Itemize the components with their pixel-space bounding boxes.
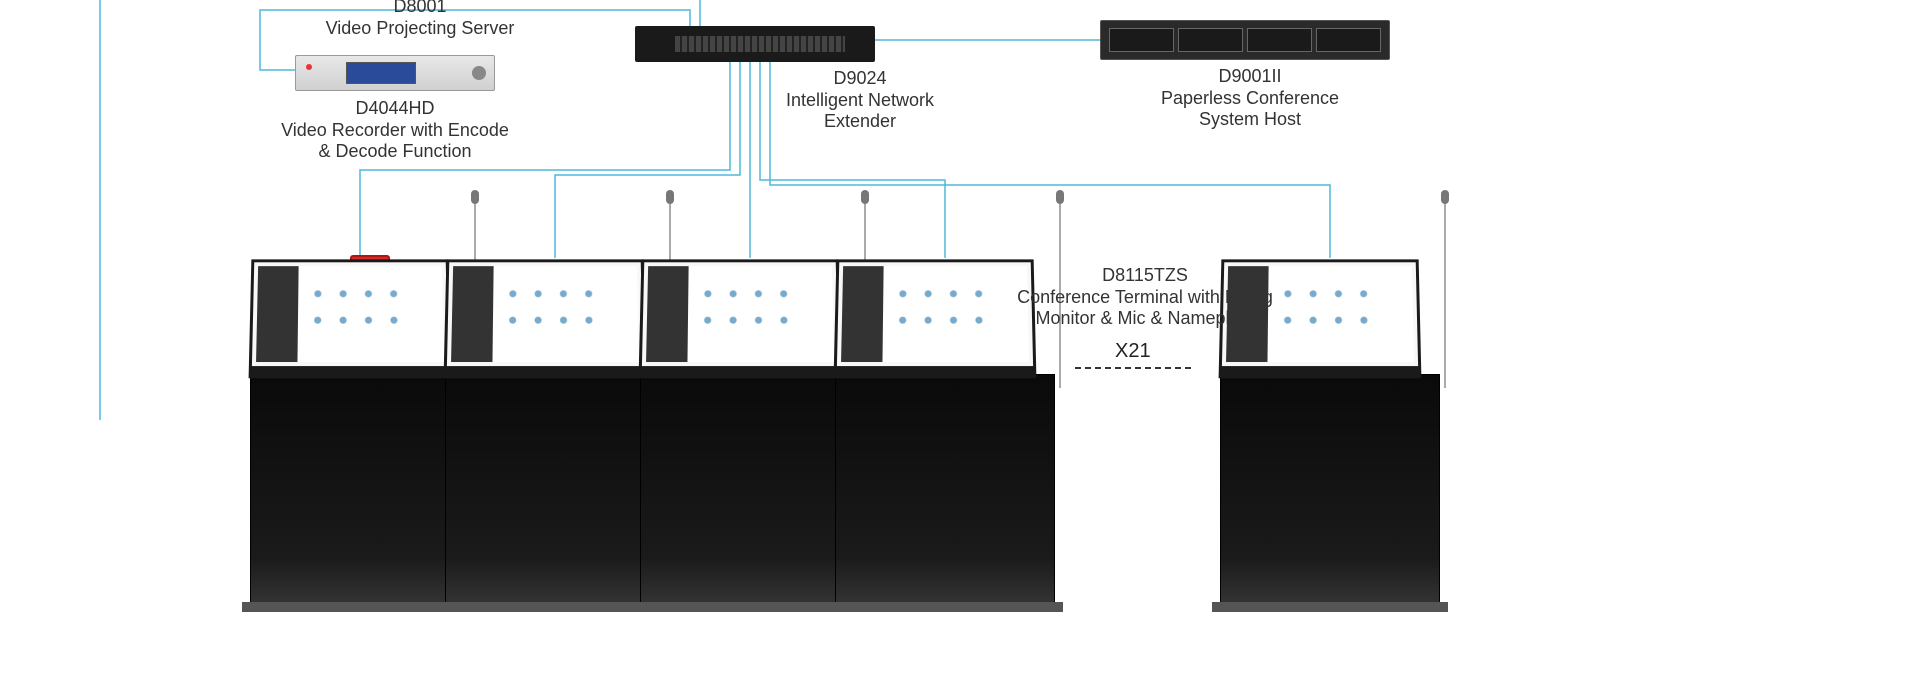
terminal-2 [640,258,860,604]
switch-desc: Intelligent Network Extender [770,90,950,133]
server-bay-icon [1316,28,1381,52]
server-bay-icon [1178,28,1243,52]
monitor-icon [444,259,647,378]
lift-base-icon [250,374,470,604]
server-top-label: D8001 Video Projecting Server [320,0,520,39]
network-diagram: D8001 Video Projecting Server D4044HD Vi… [0,0,1920,675]
terminal-model: D8115TZS [1000,265,1290,287]
monitor-icon [639,259,842,378]
device-switch [635,26,875,62]
switch-label: D9024 Intelligent Network Extender [770,68,950,133]
server-bay-icon [1109,28,1174,52]
server-top-model: D8001 [320,0,520,18]
server-bay-icon [1247,28,1312,52]
host-label: D9001II Paperless Conference System Host [1140,66,1360,131]
switch-model: D9024 [770,68,950,90]
terminal-label: D8115TZS Conference Terminal with Liftin… [1000,265,1290,330]
monitor-icon [249,259,452,378]
terminal-desc: Conference Terminal with Lifting Monitor… [1000,287,1290,330]
lift-base-icon [835,374,1055,604]
device-recorder [295,55,495,91]
recorder-led-icon [306,64,312,70]
terminal-count: X21 [1075,340,1191,369]
terminal-1 [445,258,665,604]
recorder-desc: Video Recorder with Encode & Decode Func… [280,120,510,163]
lift-base-icon [1220,374,1440,604]
mic-icon [1444,198,1446,388]
lift-base-icon [640,374,860,604]
terminal-0 [250,258,470,604]
host-desc: Paperless Conference System Host [1140,88,1360,131]
device-host [1100,20,1390,60]
lift-base-icon [445,374,665,604]
recorder-model: D4044HD [280,98,510,120]
recorder-knob-icon [472,66,486,80]
server-top-desc: Video Projecting Server [320,18,520,40]
recorder-label: D4044HD Video Recorder with Encode & Dec… [280,98,510,163]
terminal-count-value: X21 [1115,340,1151,362]
recorder-screen [346,62,416,84]
host-model: D9001II [1140,66,1360,88]
switch-ports-icon [675,36,845,52]
